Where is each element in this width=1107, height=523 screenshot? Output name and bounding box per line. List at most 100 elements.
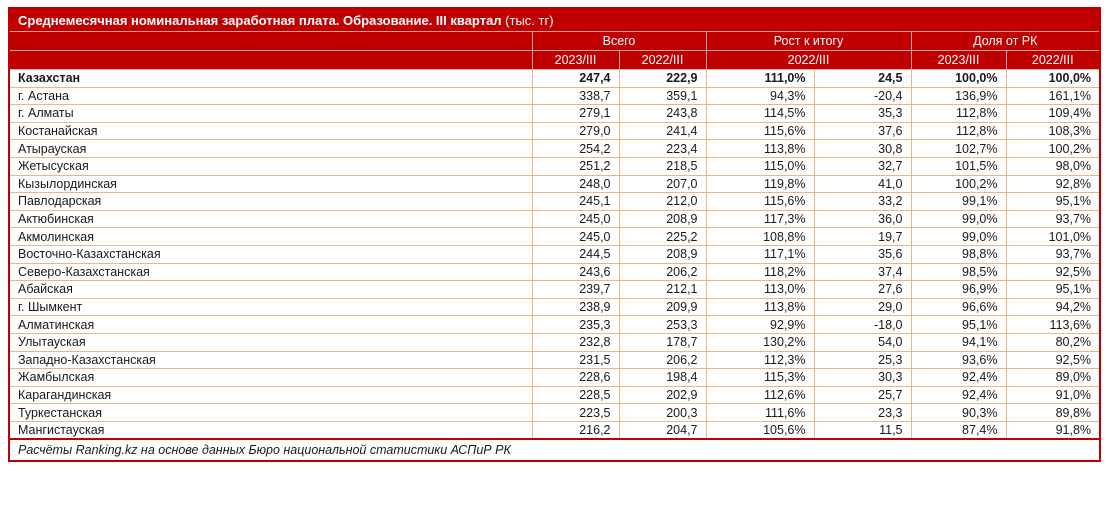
region-name: г. Астана — [9, 86, 533, 106]
value-cell: 94,2% — [1005, 297, 1101, 317]
region-name: Абайская — [9, 280, 533, 299]
region-name: Актюбинская — [9, 209, 533, 229]
table-row: Абайская 239,7 212,1 113,0% 27,6 96,9% 95,1% — [9, 280, 1101, 299]
value-cell: 25,7 — [813, 385, 912, 405]
region-name: Казахстан — [9, 69, 533, 88]
value-cell: 222,9 — [618, 69, 707, 88]
value-cell: 202,9 — [618, 385, 707, 405]
value-cell: 30,3 — [813, 368, 912, 387]
value-cell: 35,3 — [813, 104, 912, 123]
subheader-growth-2022: 2022/III — [705, 50, 912, 70]
table-row: г. Астана 338,7 359,1 94,3% -20,4 136,9% 161,1… — [9, 86, 1101, 106]
value-cell: 54,0 — [813, 332, 912, 352]
value-cell: 338,7 — [531, 86, 620, 106]
value-cell: 108,3% — [1005, 121, 1101, 141]
region-name: Акмолинская — [9, 227, 533, 246]
group-header-growth: Рост к итогу — [705, 31, 912, 51]
region-name: Костанайская — [9, 121, 533, 141]
region-name: Мангистауская — [9, 420, 533, 440]
value-cell: 136,9% — [910, 86, 1007, 106]
region-name: Атырауская — [9, 139, 533, 158]
value-cell: 101,0% — [1005, 227, 1101, 246]
value-cell: 114,5% — [705, 104, 815, 123]
value-cell: 115,3% — [705, 368, 815, 387]
table-row: Казахстан 247,4 222,9 111,0% 24,5 100,0% 100,0… — [9, 69, 1101, 88]
value-cell: 93,7% — [1005, 244, 1101, 264]
table-row: Улытауская 232,8 178,7 130,2% 54,0 94,1% 80,2% — [9, 332, 1101, 352]
value-cell: 36,0 — [813, 209, 912, 229]
region-name: Карагандинская — [9, 385, 533, 405]
value-cell: 93,7% — [1005, 209, 1101, 229]
value-cell: 228,6 — [531, 368, 620, 387]
value-cell: 223,5 — [531, 403, 620, 422]
subheader-row: 2023/III 2022/III 2022/III 2023/III 2022… — [9, 50, 1101, 70]
value-cell: 119,8% — [705, 174, 815, 194]
value-cell: 98,8% — [910, 244, 1007, 264]
value-cell: 96,6% — [910, 297, 1007, 317]
region-column-subheader — [9, 50, 533, 70]
table-footer: Расчёты Ranking.kz на основе данных Бюро… — [9, 437, 1101, 461]
title-row: Среднемесячная номинальная заработная пл… — [9, 8, 1101, 32]
value-cell: 98,0% — [1005, 156, 1101, 176]
value-cell: 130,2% — [705, 332, 815, 352]
value-cell: 228,5 — [531, 385, 620, 405]
value-cell: 111,0% — [705, 69, 815, 88]
value-cell: 92,8% — [1005, 174, 1101, 194]
value-cell: 30,8 — [813, 139, 912, 158]
table-row: Алматинская 235,3 253,3 92,9% -18,0 95,1% 113,… — [9, 315, 1101, 334]
value-cell: 112,6% — [705, 385, 815, 405]
value-cell: -20,4 — [813, 86, 912, 106]
value-cell: 113,8% — [705, 297, 815, 317]
value-cell: 206,2 — [618, 350, 707, 370]
value-cell: 245,0 — [531, 227, 620, 246]
region-name: Павлодарская — [9, 192, 533, 211]
table-row: г. Шымкент 238,9 209,9 113,8% 29,0 96,6% 94,2% — [9, 297, 1101, 317]
value-cell: 32,7 — [813, 156, 912, 176]
value-cell: 216,2 — [531, 420, 620, 440]
table-row: Костанайская 279,0 241,4 115,6% 37,6 112,8% 10… — [9, 121, 1101, 141]
value-cell: 93,6% — [910, 350, 1007, 370]
table-row: Туркестанская 223,5 200,3 111,6% 23,3 90,3% 89… — [9, 403, 1101, 422]
value-cell: 279,1 — [531, 104, 620, 123]
region-name: Кызылординская — [9, 174, 533, 194]
value-cell: 37,4 — [813, 262, 912, 282]
subheader-share-2023: 2023/III — [910, 50, 1007, 70]
value-cell: 359,1 — [618, 86, 707, 106]
value-cell: 92,4% — [910, 368, 1007, 387]
value-cell: 94,3% — [705, 86, 815, 106]
value-cell: 235,3 — [531, 315, 620, 334]
region-name: Алматинская — [9, 315, 533, 334]
region-name: Улытауская — [9, 332, 533, 352]
value-cell: 223,4 — [618, 139, 707, 158]
value-cell: 100,2% — [910, 174, 1007, 194]
value-cell: 161,1% — [1005, 86, 1101, 106]
value-cell: 105,6% — [705, 420, 815, 440]
value-cell: 19,7 — [813, 227, 912, 246]
value-cell: 95,1% — [910, 315, 1007, 334]
value-cell: 109,4% — [1005, 104, 1101, 123]
table-title: Среднемесячная номинальная заработная пл… — [9, 8, 1101, 32]
value-cell: 244,5 — [531, 244, 620, 264]
table-row: Кызылординская 248,0 207,0 119,8% 41,0 100,2%… — [9, 174, 1101, 194]
subheader-total-2023: 2023/III — [531, 50, 620, 70]
value-cell: 95,1% — [1005, 192, 1101, 211]
table-row: Северо-Казахстанская 243,6 206,2 118,2% 37,4… — [9, 262, 1101, 282]
value-cell: 96,9% — [910, 280, 1007, 299]
value-cell: 239,7 — [531, 280, 620, 299]
value-cell: 101,5% — [910, 156, 1007, 176]
value-cell: -18,0 — [813, 315, 912, 334]
value-cell: 89,8% — [1005, 403, 1101, 422]
table-title-main: Среднемесячная номинальная заработная пл… — [18, 13, 502, 28]
wage-table: Среднемесячная номинальная заработная пл… — [8, 7, 1102, 462]
value-cell: 241,4 — [618, 121, 707, 141]
value-cell: 94,1% — [910, 332, 1007, 352]
value-cell: 113,6% — [1005, 315, 1101, 334]
region-name: Жамбылская — [9, 368, 533, 387]
region-column-header — [9, 31, 533, 51]
table-row: Атырауская 254,2 223,4 113,8% 30,8 102,7% 100,… — [9, 139, 1101, 158]
value-cell: 91,8% — [1005, 420, 1101, 440]
value-cell: 89,0% — [1005, 368, 1101, 387]
value-cell: 113,0% — [705, 280, 815, 299]
table-row: Жамбылская 228,6 198,4 115,3% 30,3 92,4% 89,0% — [9, 368, 1101, 387]
